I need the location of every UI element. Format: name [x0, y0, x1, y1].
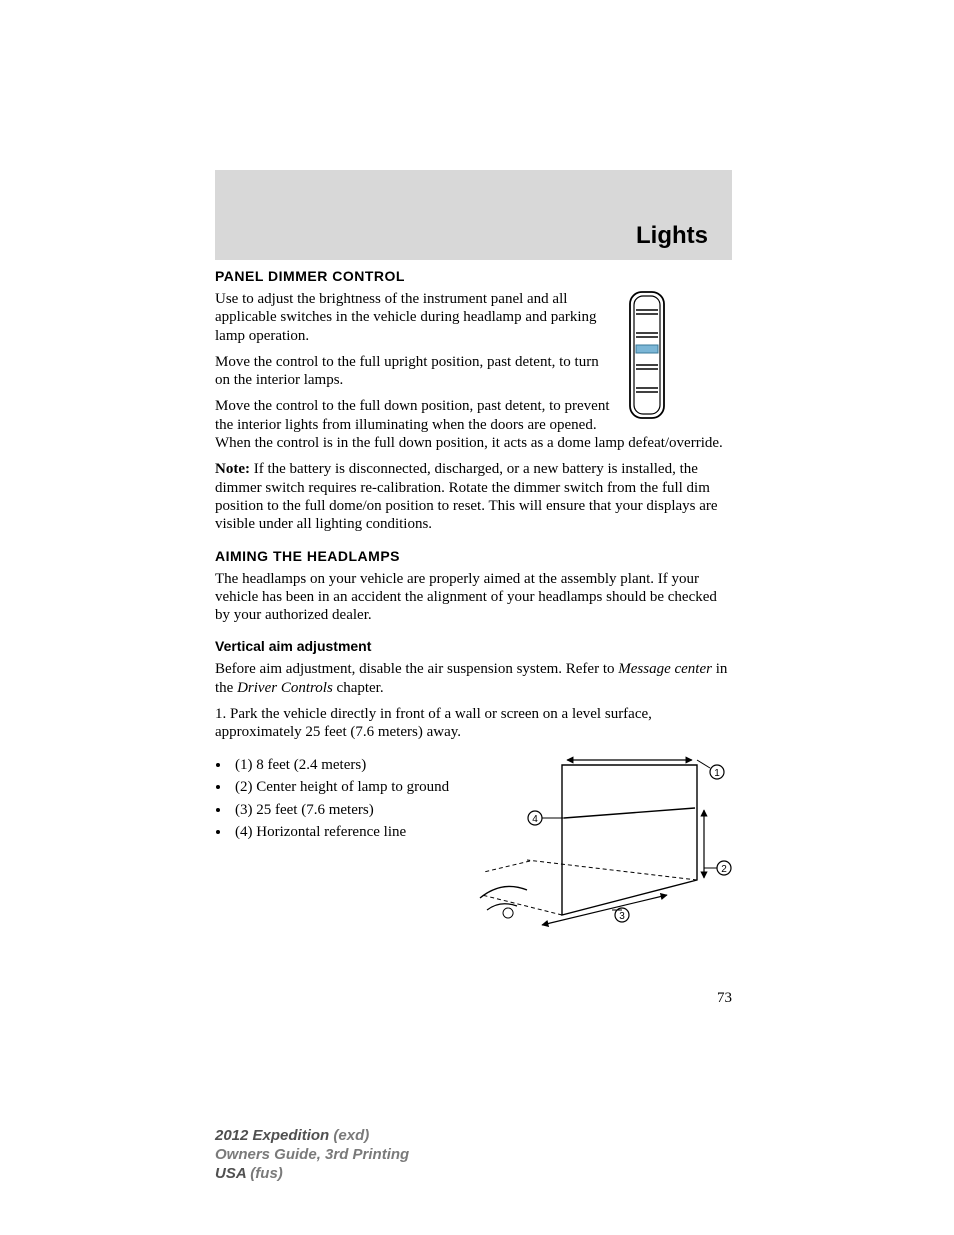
subheading-vertical-aim: Vertical aim adjustment [215, 638, 732, 654]
callout-2: 2 [721, 864, 727, 875]
footer-line1: 2012 Expedition (exd) [215, 1127, 409, 1146]
footer-code2: (fus) [246, 1165, 283, 1182]
section-heading-aiming: AIMING THE HEADLAMPS [215, 548, 732, 564]
footer-line3: USA (fus) [215, 1165, 409, 1184]
callout-3: 3 [619, 911, 625, 922]
p2-post: chapter. [333, 680, 384, 696]
aiming-p2: Before aim adjustment, disable the air s… [215, 660, 732, 697]
note-label: Note: [215, 461, 250, 477]
footer: 2012 Expedition (exd) Owners Guide, 3rd … [215, 1127, 409, 1183]
footer-line2: Owners Guide, 3rd Printing [215, 1146, 409, 1165]
chapter-title: Lights [636, 222, 708, 250]
note-body: If the battery is disconnected, discharg… [215, 461, 718, 532]
p2-i1: Message center [618, 661, 712, 677]
dimmer-control-diagram [622, 290, 672, 420]
p2-pre: Before aim adjustment, disable the air s… [215, 661, 618, 677]
dimmer-section-body: Use to adjust the brightness of the inst… [215, 290, 732, 460]
headlamp-aim-diagram: 1 4 2 3 [472, 750, 732, 935]
footer-model: 2012 Expedition [215, 1127, 329, 1144]
chapter-header: Lights [215, 170, 732, 260]
dimmer-note: Note: If the battery is disconnected, di… [215, 460, 732, 533]
footer-code1: (exd) [329, 1127, 369, 1144]
page-number: 73 [215, 990, 732, 1007]
callout-1: 1 [714, 768, 720, 779]
section-heading-dimmer: PANEL DIMMER CONTROL [215, 268, 732, 284]
content-area: PANEL DIMMER CONTROL Use to adjust the b… [215, 268, 732, 935]
aiming-p1: The headlamps on your vehicle are proper… [215, 570, 732, 625]
p2-i2: Driver Controls [237, 680, 333, 696]
footer-country: USA [215, 1165, 246, 1182]
callout-4: 4 [532, 814, 538, 825]
page: Lights PANEL DIMMER CONTROL Use to adjus… [0, 0, 954, 1235]
aim-body: 1 4 2 3 [215, 750, 732, 935]
aiming-step1: 1. Park the vehicle directly in front of… [215, 705, 732, 742]
